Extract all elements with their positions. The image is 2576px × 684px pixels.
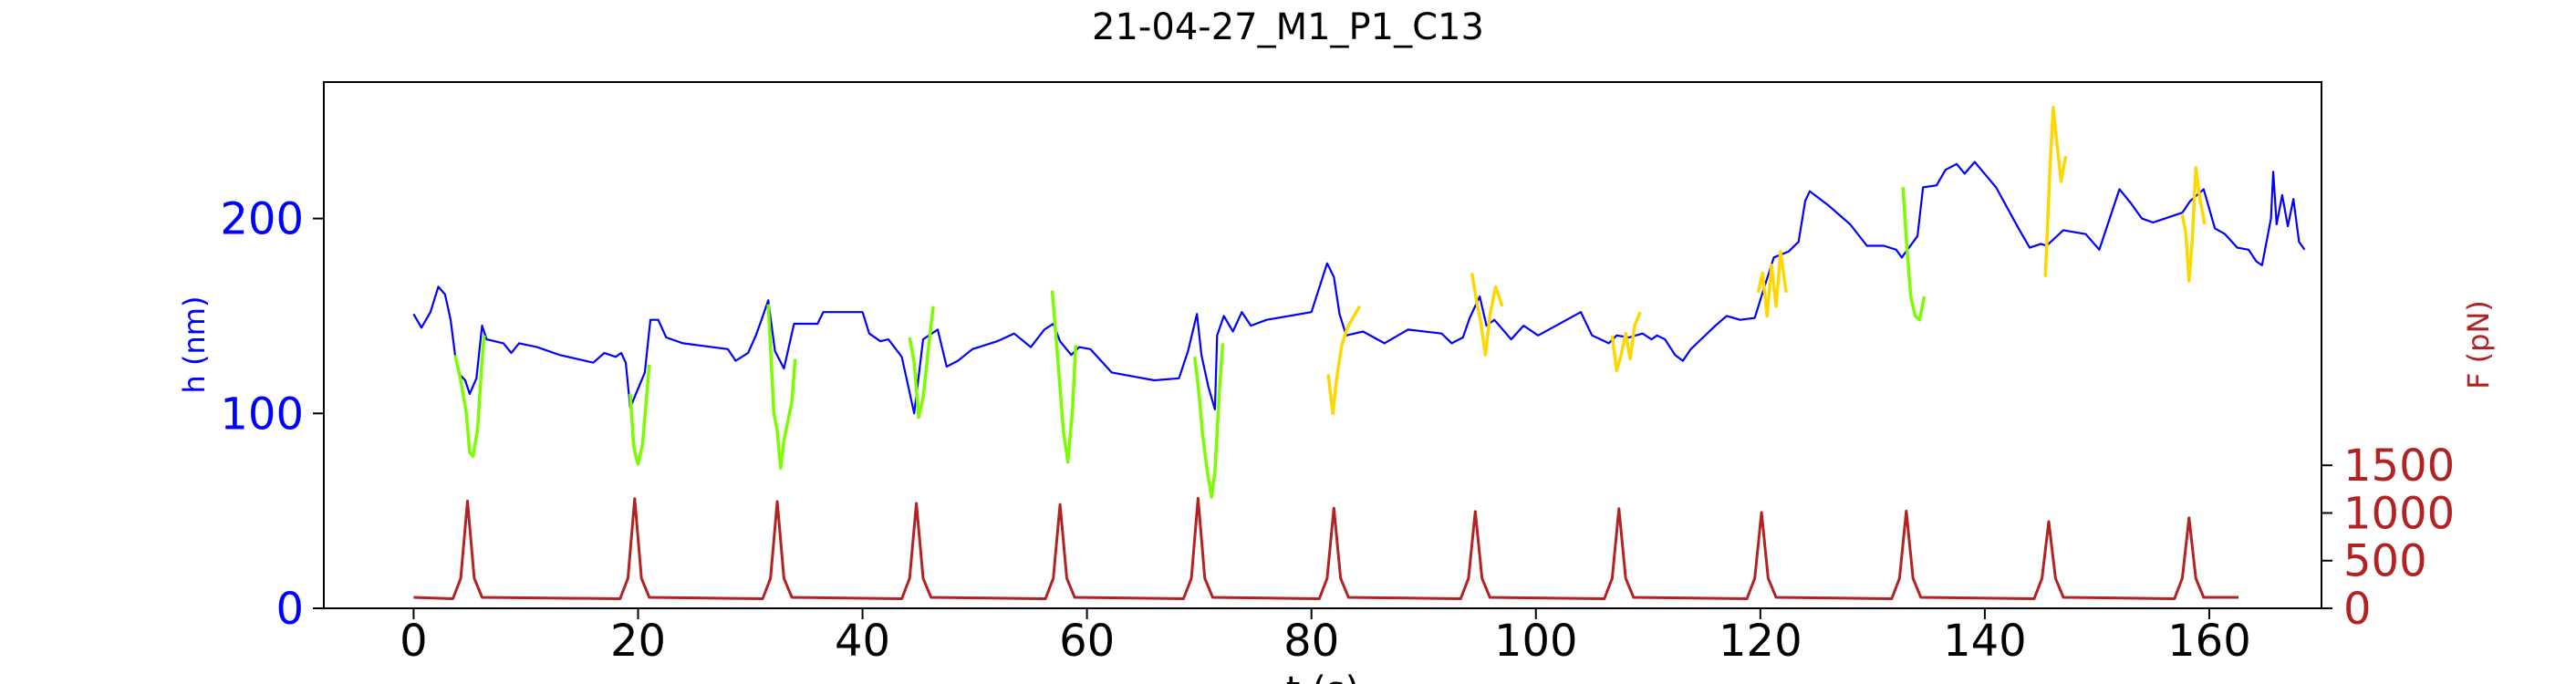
x-tick-label: 60	[1059, 616, 1115, 667]
plot-area	[323, 81, 2322, 609]
y-axis-label-left: h (nm)	[177, 296, 212, 394]
height-highlight-segment	[628, 364, 651, 466]
height-highlight-segment	[908, 306, 935, 420]
height-highlight-segment	[1610, 311, 1642, 373]
y-axis-label-right: F (pN)	[2461, 300, 2496, 389]
y-left-tick-label: 200	[220, 194, 304, 245]
y-right-tick-label: 0	[2343, 584, 2372, 635]
height-highlight-segment	[1470, 273, 1504, 357]
height-highlight-segment	[2180, 166, 2207, 283]
x-tick-label: 0	[400, 616, 428, 667]
height-highlight-segment	[1192, 343, 1225, 499]
axes-frame	[323, 81, 2322, 609]
height-highlight-segment	[1756, 250, 1788, 318]
y-right-tick-label: 1000	[2343, 488, 2455, 539]
chart-title: 21-04-27_M1_P1_C13	[1092, 6, 1484, 48]
y-left-tick-label: 100	[220, 389, 304, 440]
force-series-line	[413, 496, 2238, 600]
height-highlight-segment	[2043, 106, 2068, 277]
height-highlight-segment	[766, 304, 797, 470]
y-right-tick-label: 500	[2343, 536, 2427, 587]
x-tick-label: 120	[1719, 616, 1802, 667]
y-left-tick-label: 0	[275, 584, 304, 635]
height-highlight-segment	[1901, 187, 1927, 322]
y-right-tick-label: 1500	[2343, 440, 2455, 492]
height-highlight-segment	[1326, 305, 1362, 416]
height-highlight-segment	[453, 335, 486, 459]
x-axis-label: t (s)	[1286, 669, 1359, 684]
x-tick-label: 40	[835, 616, 890, 667]
x-tick-label: 140	[1943, 616, 2027, 667]
height-series-line	[412, 161, 2306, 415]
x-tick-label: 160	[2167, 616, 2251, 667]
x-tick-label: 80	[1283, 616, 1339, 667]
x-tick-label: 100	[1494, 616, 1578, 667]
height-highlight-segment	[1050, 290, 1078, 464]
x-tick-label: 20	[610, 616, 666, 667]
